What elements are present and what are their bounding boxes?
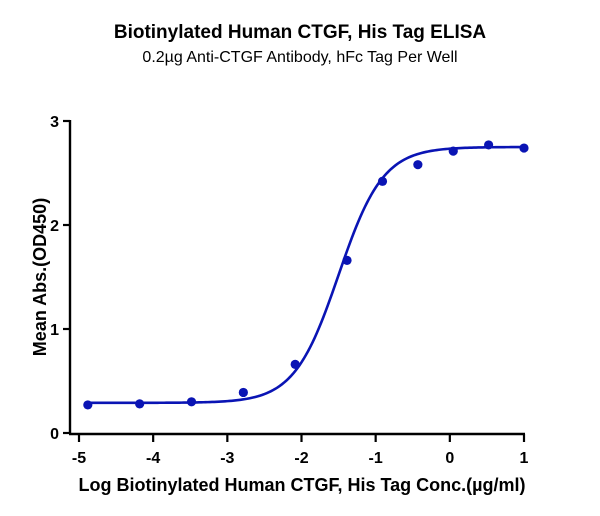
fit-curve: [87, 145, 525, 405]
data-points: [83, 140, 529, 410]
y-axis-title: Mean Abs.(OD450): [30, 198, 50, 356]
y-tick-label: 1: [50, 322, 59, 339]
data-point: [377, 176, 388, 186]
data-point: [484, 140, 494, 150]
data-point: [290, 359, 300, 369]
chart-subtitle: 0.2µg Anti-CTGF Antibody, hFc Tag Per We…: [142, 49, 458, 66]
axes: 0 1 2 3 -5 -4 -3 -2 -1 0 1: [50, 114, 528, 467]
x-tick-label: -1: [369, 450, 383, 467]
data-point: [135, 399, 145, 409]
x-tick-label: -3: [220, 450, 234, 467]
y-tick-label: 0: [50, 426, 59, 443]
x-tick-label: 1: [520, 450, 529, 467]
x-tick-label: -2: [294, 450, 308, 467]
data-point: [186, 397, 197, 407]
chart-title: Biotinylated Human CTGF, His Tag ELISA: [113, 22, 487, 43]
x-axis-title: Log Biotinylated Human CTGF, His Tag Con…: [78, 475, 525, 495]
data-point: [448, 146, 458, 156]
y-tick-label: 2: [50, 218, 59, 235]
x-tick-label: 0: [445, 450, 454, 467]
data-point: [342, 255, 352, 265]
data-point: [413, 160, 423, 170]
x-tick-label: -5: [72, 450, 86, 467]
data-point: [238, 387, 248, 398]
data-point: [519, 143, 529, 153]
data-point: [83, 400, 93, 410]
x-tick-label: -4: [146, 450, 160, 467]
y-tick-label: 3: [50, 114, 59, 131]
